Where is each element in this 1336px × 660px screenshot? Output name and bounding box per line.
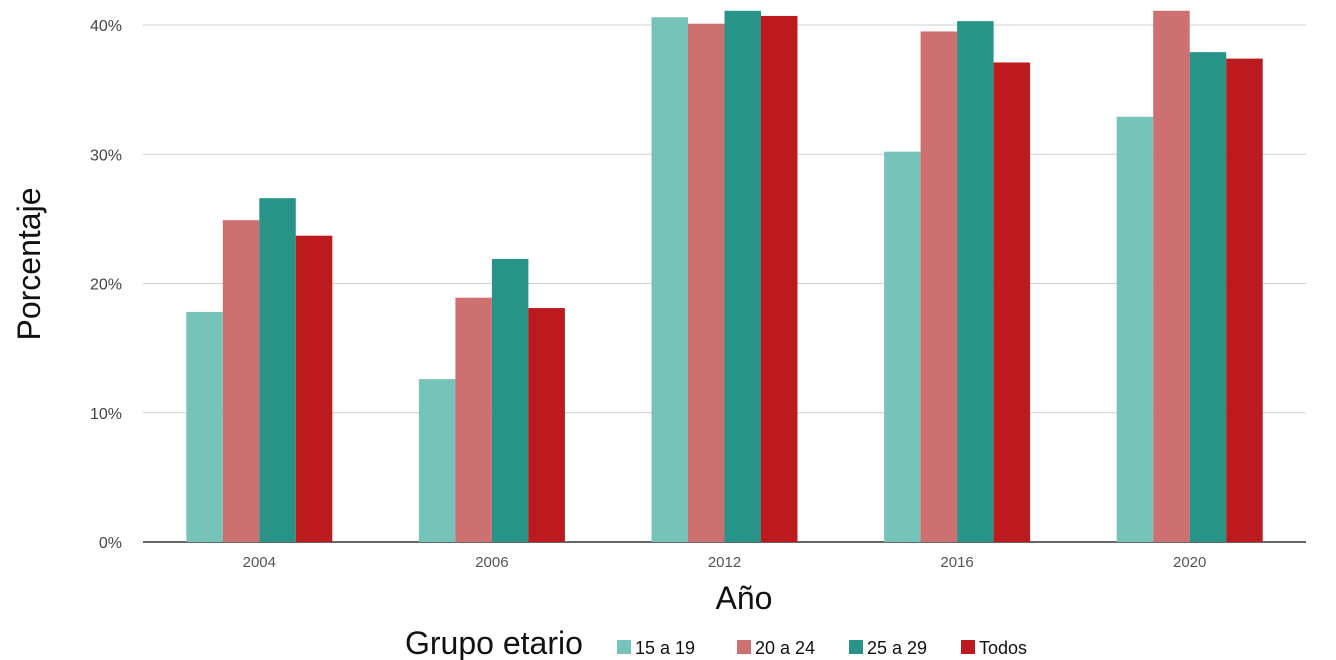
bar — [186, 311, 223, 542]
x-axis-title: Año — [716, 580, 773, 616]
x-tick-label: 2006 — [475, 554, 508, 571]
bar — [651, 17, 688, 543]
legend-swatch — [961, 640, 975, 654]
bar — [688, 23, 725, 542]
legend-items: 15 a 19 20 a 24 25 a 29 Todos — [617, 638, 1027, 658]
bar — [259, 198, 296, 542]
bar — [455, 297, 492, 542]
x-tick-label: 2016 — [940, 554, 973, 571]
y-tick-label: 0% — [99, 535, 122, 552]
bar — [1189, 52, 1227, 543]
legend: Grupo etario 15 a 19 20 a 24 25 a 29 Todos — [405, 625, 1027, 660]
legend-label: Todos — [979, 638, 1027, 658]
bar — [920, 31, 958, 543]
legend-swatch — [737, 640, 751, 654]
y-tick-label: 40% — [90, 18, 122, 35]
y-axis-title: Porcentaje — [11, 188, 47, 341]
bar — [884, 151, 921, 543]
legend-label: 15 a 19 — [635, 638, 695, 658]
bar — [724, 10, 761, 543]
bar — [528, 308, 565, 542]
legend-label: 20 a 24 — [755, 638, 815, 658]
bar — [1116, 116, 1154, 542]
y-tick-labels: 0% 10% 20% 30% 40% — [90, 18, 122, 552]
bar — [491, 258, 529, 542]
x-tick-label: 2012 — [708, 554, 741, 571]
x-tick-label: 2020 — [1173, 554, 1206, 571]
y-tick-label: 10% — [90, 406, 122, 423]
y-tick-label: 30% — [90, 147, 122, 164]
bar — [957, 21, 994, 543]
legend-swatch — [849, 640, 863, 654]
x-tick-label: 2004 — [243, 554, 276, 571]
legend-swatch — [617, 640, 631, 654]
bar — [993, 62, 1031, 543]
legend-title: Grupo etario — [405, 625, 583, 660]
bar — [1226, 58, 1263, 542]
bars — [186, 10, 1263, 543]
legend-label: 25 a 29 — [867, 638, 927, 658]
bar — [222, 220, 260, 543]
bar — [418, 379, 456, 542]
bar — [1153, 10, 1190, 543]
x-tick-labels: 2004 2006 2012 2016 2020 — [243, 554, 1207, 571]
bar — [295, 235, 333, 543]
y-tick-label: 20% — [90, 277, 122, 294]
bar — [761, 15, 798, 542]
